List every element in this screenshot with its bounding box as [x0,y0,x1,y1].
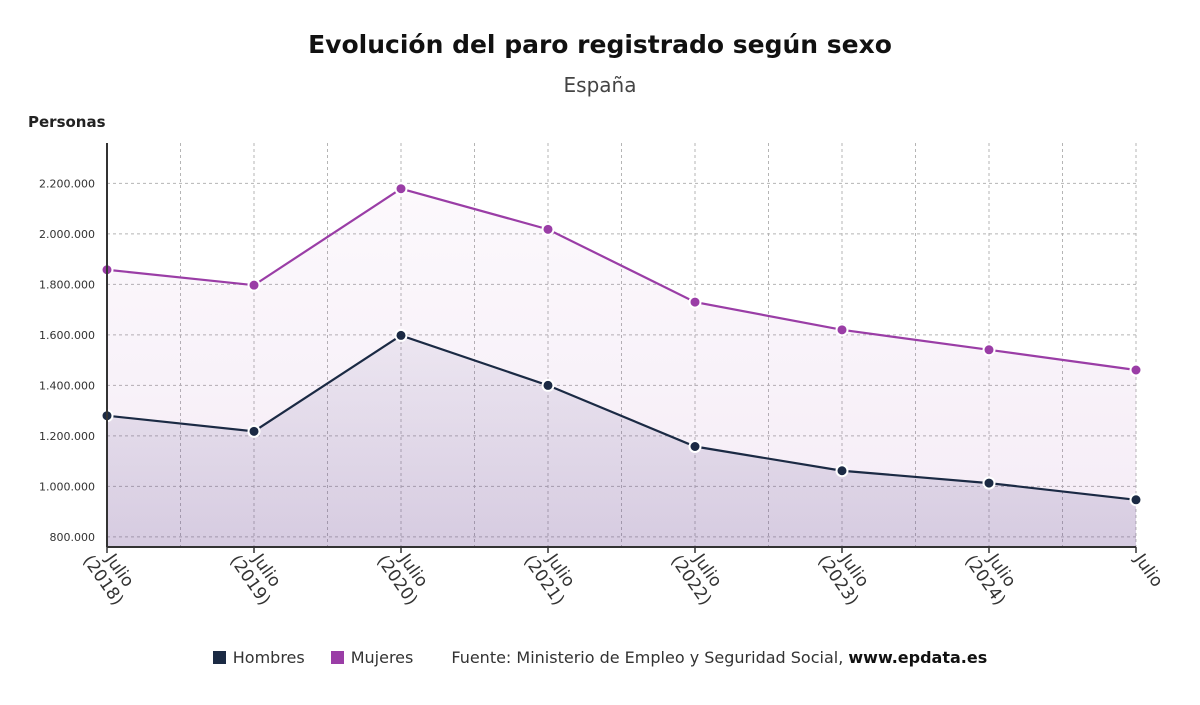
x-tick-label: Julio(2020) [372,541,436,610]
data-point-hombres [835,464,849,478]
data-point-mujeres [541,222,555,236]
series-line-mujeres [106,187,1137,372]
data-point-hombres [541,378,555,392]
data-point-hombres [394,328,408,342]
data-point-mujeres [835,323,849,337]
data-point-mujeres [247,278,261,292]
y-tick-label: 1.200.000 [39,430,95,443]
data-point-hombres [247,424,261,438]
hombres-swatch-icon [212,651,226,664]
x-tick-label: Julio(2021) [519,541,583,610]
mujeres-swatch-icon [330,651,344,664]
x-tick-label-line: Julio [1129,550,1166,591]
legend-label-mujeres: Mujeres [350,648,414,667]
data-point-mujeres [394,182,408,196]
data-point-mujeres [1129,363,1143,377]
legend-label-hombres: Hombres [232,648,305,667]
y-tick-label: 1.600.000 [39,329,95,342]
legend-item-hombres[interactable]: Hombres [212,648,305,667]
x-tick-label: Julio [1129,550,1166,591]
x-tick-label: Julio(2024) [960,541,1024,610]
x-tick-label: Julio(2022) [666,541,730,610]
x-tick-label: Julio(2019) [225,541,289,610]
y-tick-label: 1.800.000 [39,278,95,291]
y-tick-label: 2.200.000 [39,177,95,190]
data-point-hombres [1129,493,1143,507]
data-point-mujeres [688,295,702,309]
x-tick-label: Julio(2018) [78,541,142,610]
series-line-hombres [106,334,1137,501]
data-point-hombres [688,440,702,454]
data-point-mujeres [982,343,996,357]
source-note: Fuente: Ministerio de Empleo y Seguridad… [451,648,987,667]
source-text: Fuente: Ministerio de Empleo y Seguridad… [451,648,849,667]
legend-item-mujeres[interactable]: Mujeres [330,648,414,667]
y-axis-label: Personas [28,113,106,131]
y-tick-label: 800.000 [50,531,96,544]
chart-title: Evolución del paro registrado según sexo [308,30,892,59]
source-link[interactable]: www.epdata.es [848,648,988,667]
series-area-hombres [107,335,1136,547]
chart-subtitle: España [563,73,637,97]
x-tick-label: Julio(2023) [813,541,877,610]
data-point-hombres [982,476,996,490]
y-tick-label: 2.000.000 [39,228,95,241]
y-tick-label: 1.000.000 [39,480,95,493]
legend: Hombres Mujeres Fuente: Ministerio de Em… [0,648,1200,667]
y-tick-label: 1.400.000 [39,379,95,392]
